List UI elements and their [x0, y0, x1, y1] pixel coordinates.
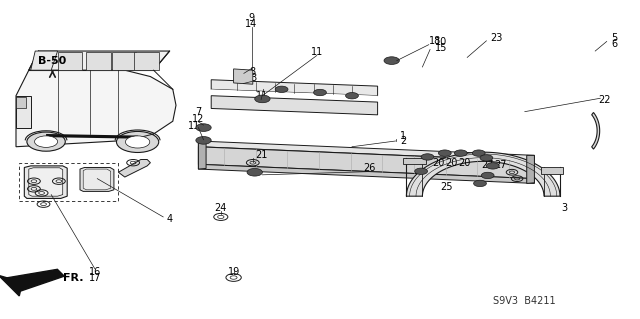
Circle shape	[421, 154, 434, 160]
Text: 9: 9	[248, 12, 255, 23]
Circle shape	[486, 163, 499, 169]
Circle shape	[247, 168, 262, 176]
Polygon shape	[134, 52, 159, 70]
Text: 20: 20	[458, 158, 470, 168]
Text: 10: 10	[435, 37, 447, 47]
Polygon shape	[16, 96, 31, 128]
Polygon shape	[0, 275, 22, 296]
Circle shape	[454, 150, 467, 156]
Polygon shape	[211, 89, 378, 102]
Text: 14: 14	[245, 19, 258, 29]
Text: 22: 22	[598, 95, 611, 106]
Text: 6: 6	[611, 39, 618, 49]
Polygon shape	[198, 147, 534, 179]
Polygon shape	[234, 69, 253, 84]
Text: 7: 7	[195, 107, 202, 117]
Polygon shape	[112, 52, 136, 70]
Polygon shape	[211, 96, 378, 115]
Text: 26: 26	[364, 163, 376, 174]
Circle shape	[415, 168, 428, 174]
Polygon shape	[592, 113, 600, 149]
Text: 19: 19	[227, 267, 240, 277]
Polygon shape	[406, 152, 560, 196]
Polygon shape	[198, 141, 534, 161]
Text: 11: 11	[188, 121, 201, 131]
Text: 21: 21	[255, 150, 268, 160]
Text: 11: 11	[310, 47, 323, 57]
Text: 5: 5	[611, 33, 618, 43]
Circle shape	[384, 57, 399, 64]
Circle shape	[474, 180, 486, 187]
Polygon shape	[198, 141, 206, 169]
Text: 1: 1	[400, 130, 406, 141]
Text: 16: 16	[88, 267, 101, 277]
Circle shape	[125, 136, 150, 148]
Text: FR.: FR.	[63, 272, 84, 283]
Circle shape	[27, 132, 65, 151]
Polygon shape	[83, 169, 111, 190]
Circle shape	[346, 93, 358, 99]
Circle shape	[438, 150, 451, 156]
Circle shape	[196, 137, 211, 144]
Polygon shape	[86, 52, 111, 70]
Circle shape	[35, 136, 58, 147]
Text: 23: 23	[490, 33, 502, 43]
Polygon shape	[198, 164, 534, 183]
Polygon shape	[16, 70, 176, 147]
Polygon shape	[31, 51, 58, 70]
Text: 27: 27	[481, 160, 494, 170]
Polygon shape	[46, 134, 144, 139]
Circle shape	[255, 95, 270, 103]
Polygon shape	[403, 158, 426, 164]
Text: 18: 18	[429, 36, 442, 47]
Text: 13: 13	[246, 73, 259, 83]
Circle shape	[481, 172, 494, 179]
Text: 27: 27	[494, 160, 507, 170]
Text: 20: 20	[432, 158, 445, 168]
Polygon shape	[58, 52, 82, 70]
Polygon shape	[211, 80, 378, 96]
Circle shape	[472, 150, 485, 156]
Circle shape	[196, 124, 211, 131]
Polygon shape	[29, 168, 63, 196]
Circle shape	[480, 155, 493, 161]
Circle shape	[116, 131, 159, 152]
Polygon shape	[24, 166, 67, 198]
Text: 24: 24	[214, 203, 227, 213]
Text: S9V3  B4211: S9V3 B4211	[493, 296, 556, 307]
Polygon shape	[29, 51, 170, 70]
Polygon shape	[527, 155, 534, 183]
Text: 20: 20	[445, 158, 458, 168]
Text: 11: 11	[256, 91, 269, 101]
Polygon shape	[118, 160, 150, 177]
Circle shape	[275, 86, 288, 93]
Text: 15: 15	[435, 43, 447, 53]
Circle shape	[314, 89, 326, 96]
Text: 17: 17	[88, 272, 101, 283]
Text: 12: 12	[192, 114, 205, 124]
Text: 8: 8	[249, 67, 255, 77]
Polygon shape	[541, 167, 563, 174]
Polygon shape	[16, 97, 26, 108]
Text: 25: 25	[440, 182, 453, 192]
Text: 2: 2	[400, 136, 406, 146]
Text: B-50: B-50	[38, 56, 67, 66]
Polygon shape	[4, 269, 64, 292]
Text: 3: 3	[561, 203, 568, 213]
Text: 4: 4	[166, 214, 173, 224]
Polygon shape	[80, 167, 114, 191]
